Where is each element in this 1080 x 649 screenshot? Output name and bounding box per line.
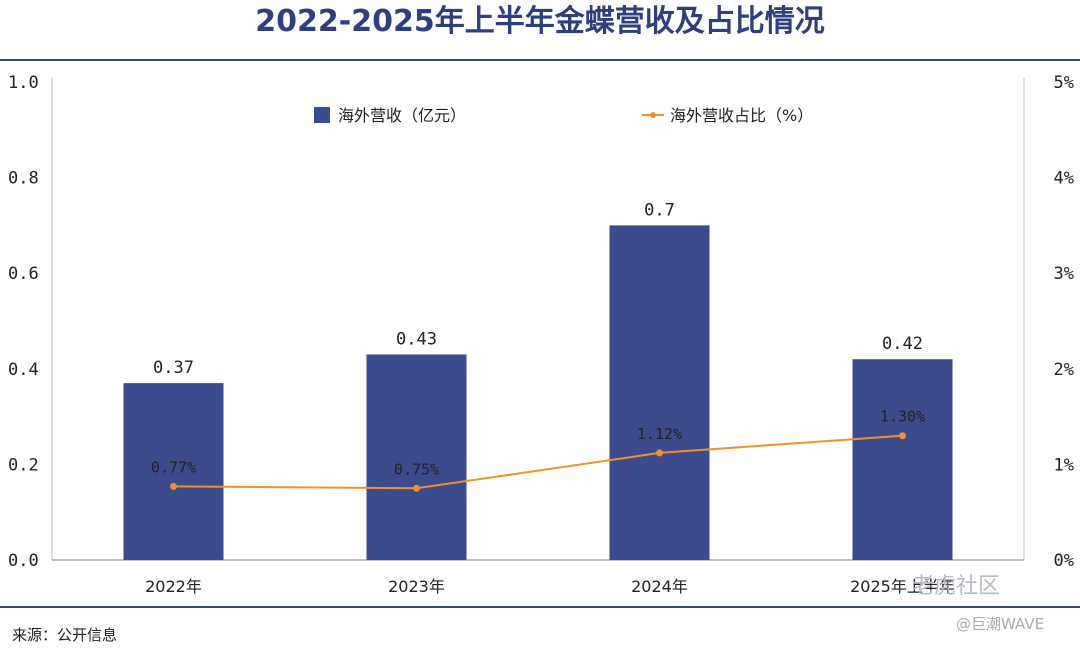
- watermark-logo-text: 老虎社区: [912, 574, 1001, 599]
- y-left-tick-label: 0.2: [8, 455, 39, 475]
- y-right-tick-label: 5%: [1054, 73, 1074, 93]
- footer-divider: [0, 606, 1080, 608]
- title-divider: [0, 59, 1080, 61]
- x-tick-label: 2025年上半年: [850, 577, 955, 596]
- y-right-tick-label: 3%: [1054, 264, 1074, 284]
- legend-bar-label: 海外营收（亿元）: [338, 106, 466, 125]
- y-right-tick-label: 0%: [1054, 551, 1074, 571]
- line-point: [170, 482, 177, 490]
- x-tick-label: 2024年: [631, 577, 688, 596]
- y-right-tick-label: 2%: [1054, 360, 1074, 380]
- x-tick-label: 2023年: [388, 577, 445, 596]
- y-right-tick-label: 1%: [1054, 455, 1074, 475]
- line-point: [899, 432, 906, 440]
- line-series: [170, 432, 906, 492]
- legend: 海外营收（亿元） 海外营收占比（%）: [314, 106, 813, 125]
- data-labels: 0.37 0.43 0.7 0.42 0.77% 0.75% 1.12% 1.30%: [151, 200, 925, 478]
- chart-title: 2022-2025年上半年金蝶营收及占比情况: [255, 4, 825, 39]
- legend-line-marker: [650, 112, 656, 118]
- bar-value-label: 0.37: [153, 358, 194, 378]
- bar: [366, 354, 467, 560]
- line-point: [413, 484, 420, 492]
- bar-series: [123, 225, 953, 560]
- x-tick-label: 2022年: [145, 577, 202, 596]
- bar-value-label: 0.42: [882, 334, 923, 354]
- line-value-label: 0.77%: [151, 458, 196, 476]
- line-value-label: 1.12%: [637, 425, 682, 443]
- line-value-label: 0.75%: [394, 460, 439, 478]
- bar: [609, 225, 710, 560]
- y-left-tick-label: 1.0: [8, 73, 39, 93]
- y-left-tick-label: 0.8: [8, 169, 39, 189]
- legend-bar-swatch: [314, 107, 330, 123]
- watermark-handle: @巨潮WAVE: [956, 615, 1045, 633]
- y-left-tick-label: 0.0: [8, 551, 39, 571]
- bar-value-label: 0.43: [396, 329, 437, 349]
- line-value-label: 1.30%: [880, 408, 925, 426]
- y-right-tick-label: 4%: [1054, 169, 1074, 189]
- source-note: 来源：公开信息: [12, 626, 118, 644]
- legend-line-label: 海外营收占比（%）: [670, 106, 813, 125]
- line-path: [173, 434, 903, 490]
- y-left-tick-label: 0.6: [8, 264, 39, 284]
- bar: [852, 359, 953, 560]
- line-point: [656, 449, 663, 457]
- y-left-tick-label: 0.4: [8, 360, 39, 380]
- chart-canvas: 0.0 0.2 0.4 0.6 0.8 1.0 0% 1% 2% 3% 4% 5% 2022年 2023年…: [8, 73, 1074, 596]
- bar-value-label: 0.7: [644, 200, 675, 220]
- bar: [123, 383, 224, 560]
